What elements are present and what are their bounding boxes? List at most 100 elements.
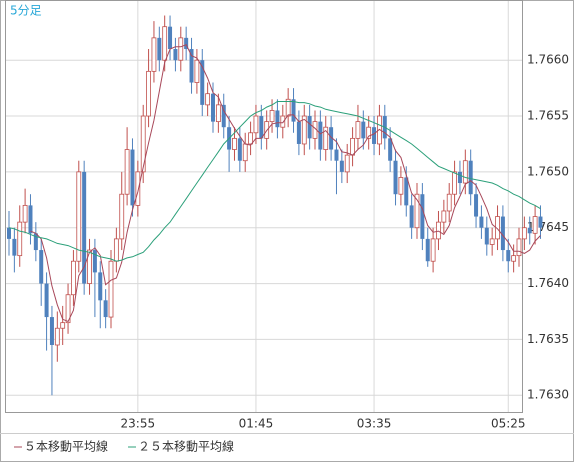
candle-body	[285, 98, 291, 117]
candle-body	[361, 121, 366, 139]
candle-body	[500, 216, 505, 251]
candle-body	[372, 127, 377, 144]
candle-body	[184, 37, 189, 50]
candle-body	[516, 238, 522, 257]
candle-body	[151, 37, 157, 72]
candle-body	[506, 250, 511, 262]
y-tick-label: 1.7640	[527, 276, 569, 290]
candle-body	[28, 205, 33, 234]
candle-body	[334, 149, 339, 161]
candle-body	[301, 115, 307, 145]
candle-body	[474, 194, 479, 217]
legend-label: ２５本移動平均線	[138, 439, 234, 454]
candle-body	[215, 104, 221, 123]
candle-body	[430, 238, 436, 262]
candle-body	[339, 160, 344, 172]
candle-body	[307, 116, 312, 139]
candle-body	[33, 233, 38, 251]
candle-body	[12, 238, 17, 256]
candle-body	[60, 322, 66, 329]
candle-body	[71, 260, 76, 296]
legend-label: ５本移動平均線	[24, 439, 108, 454]
candle-body	[157, 37, 162, 61]
candle-body	[211, 93, 215, 122]
candle-body	[441, 210, 447, 223]
candle-body	[355, 121, 361, 139]
candle-body	[420, 194, 425, 239]
candle-body	[511, 255, 517, 262]
candle-body	[22, 204, 28, 223]
candle-body	[280, 115, 286, 128]
candle-body	[291, 99, 296, 122]
candle-body	[489, 238, 495, 245]
candle-body	[468, 160, 473, 195]
candle-body	[76, 171, 82, 262]
candle-body	[49, 317, 54, 345]
candle-body	[168, 26, 173, 50]
x-tick-label: 03:35	[357, 417, 392, 431]
timeframe-label: 5分足	[10, 4, 42, 18]
candle-body	[393, 160, 398, 195]
moving-average-line	[8, 101, 541, 262]
candle-body	[436, 221, 441, 240]
candle-body	[113, 238, 119, 262]
candle-body	[350, 137, 355, 156]
candle-body	[237, 138, 242, 161]
candle-body	[479, 216, 484, 228]
plot-area	[5, 0, 523, 413]
moving-average-line	[30, 43, 541, 323]
candle-body	[87, 249, 92, 284]
candle-body	[329, 127, 334, 150]
candle-body	[269, 110, 275, 123]
candle-body	[344, 154, 350, 173]
x-tick-label: 05:25	[491, 417, 526, 431]
candle-body	[103, 300, 108, 318]
candle-body	[108, 260, 114, 318]
candle-body	[54, 327, 60, 346]
candle-body	[44, 283, 49, 318]
candle-body	[135, 171, 141, 206]
candle-body	[119, 193, 125, 240]
candle-body	[538, 216, 543, 228]
candle-body	[146, 70, 151, 117]
candle-body	[462, 160, 468, 184]
candle-body	[130, 149, 135, 206]
y-tick-label: 1.7635	[527, 332, 569, 346]
candle-body	[140, 115, 146, 173]
candle-body	[414, 193, 420, 229]
candle-body	[404, 177, 409, 206]
candle-body	[323, 126, 329, 150]
candle-body	[194, 59, 200, 83]
candle-body	[173, 49, 178, 61]
x-tick-label: 23:55	[121, 417, 156, 431]
candle-body	[200, 60, 205, 105]
candle-body	[366, 126, 372, 139]
candle-body	[318, 121, 323, 150]
candle-body	[162, 26, 168, 61]
candle-body	[248, 132, 253, 145]
candle-body	[7, 227, 11, 239]
candle-body	[425, 238, 430, 262]
y-tick-label: 1.7630	[527, 388, 569, 402]
candle-body	[521, 227, 527, 240]
candle-body	[259, 116, 264, 139]
candle-body	[65, 294, 71, 324]
candle-body	[124, 149, 130, 195]
candle-body	[446, 193, 452, 212]
candle-body	[82, 171, 87, 284]
candle-body	[39, 250, 44, 284]
candle-body	[189, 49, 194, 83]
candle-body	[253, 115, 259, 134]
candle-body	[296, 121, 301, 144]
candle-body	[232, 137, 237, 150]
candle-body	[178, 37, 184, 61]
y-tick-label: 1.7655	[527, 109, 569, 123]
candle-body	[457, 171, 462, 184]
candle-body	[484, 227, 489, 245]
candle-body	[398, 177, 404, 195]
candle-body	[527, 227, 532, 234]
candle-body	[532, 216, 538, 234]
candle-body	[92, 250, 97, 273]
candle-body	[17, 221, 23, 257]
